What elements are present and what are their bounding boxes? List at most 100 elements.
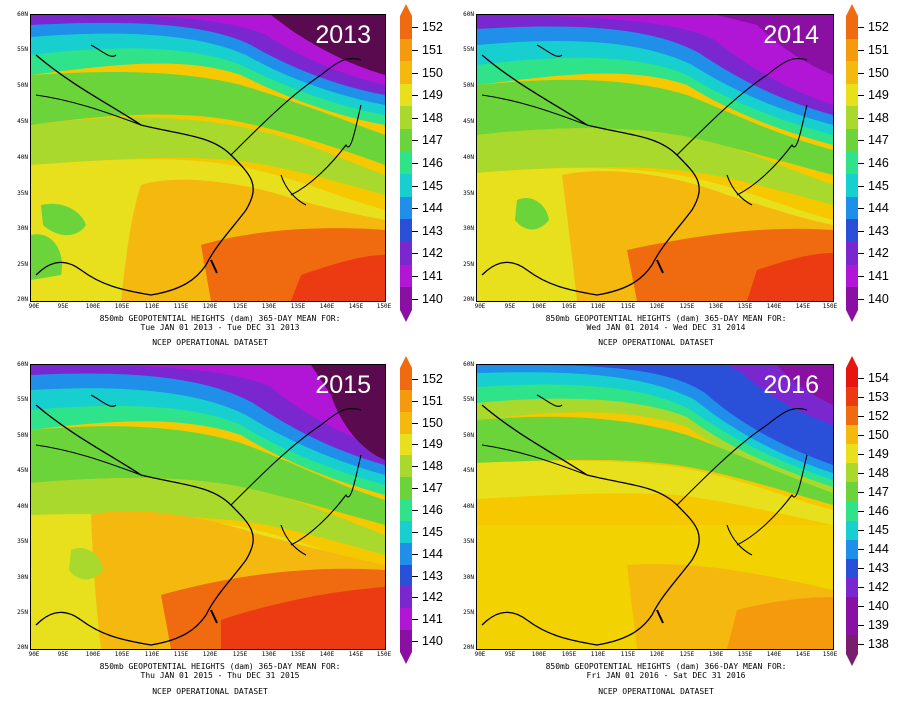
legend-label: 152: [422, 371, 443, 386]
legend-label: 141: [868, 269, 889, 284]
legend-tick: [412, 140, 418, 142]
legend-swatch: [400, 608, 412, 631]
lat-label: 45N: [17, 467, 28, 474]
legend-label: 141: [422, 269, 443, 284]
map-2015: 2015: [30, 364, 386, 650]
legend-swatch: [846, 368, 858, 388]
legend-tick: [412, 466, 418, 468]
legend-swatch: [846, 106, 858, 130]
legend-swatch: [846, 387, 858, 407]
year-label: 2013: [315, 21, 371, 49]
legend-label: 146: [868, 504, 889, 518]
legend-tick: [412, 575, 418, 577]
legend-label: 154: [868, 370, 889, 385]
legend-label: 143: [422, 223, 443, 238]
legend-overflow-high: [400, 4, 412, 16]
legend-label: 148: [422, 459, 443, 474]
lat-label: 55N: [463, 46, 474, 53]
lat-label: 55N: [17, 396, 28, 403]
legend-swatch: [400, 83, 412, 107]
lon-label: 105E: [114, 651, 130, 658]
legend-swatch: [846, 539, 858, 559]
lon-label: 140E: [319, 303, 335, 310]
caption-dataset: NCEP OPERATIONAL DATASET: [152, 338, 268, 347]
year-label: 2016: [763, 371, 819, 399]
legend-tick: [412, 641, 418, 643]
legend-tick: [412, 531, 418, 533]
lon-label: 150E: [376, 303, 392, 310]
legend-swatch: [400, 242, 412, 265]
legend-swatch: [400, 219, 412, 243]
legend-label: 146: [422, 156, 443, 170]
legend-bar: [846, 16, 858, 310]
legend-swatch: [400, 411, 412, 434]
legend-tick: [412, 619, 418, 621]
legend-tick: [858, 253, 864, 255]
legend-swatch: [400, 455, 412, 478]
lat-label: 60N: [17, 11, 28, 18]
legend-label: 140: [422, 634, 443, 649]
legend-tick: [412, 510, 418, 511]
legend-label: 148: [868, 110, 889, 125]
caption-title: 850mb GEOPOTENTIAL HEIGHTS (dam) 366-DAY…: [545, 662, 787, 671]
caption-dataset: NCEP OPERATIONAL DATASET: [598, 687, 714, 696]
lon-label: 135E: [290, 303, 306, 310]
lon-label: 130E: [261, 303, 277, 310]
lon-label: 130E: [708, 303, 724, 310]
legend-swatch: [846, 520, 858, 540]
lon-label: 105E: [561, 651, 577, 658]
legend-label: 140: [422, 291, 443, 306]
legend-swatch: [400, 16, 412, 39]
lon-label: 115E: [620, 303, 636, 310]
legend-swatch: [846, 287, 858, 310]
legend-tick: [412, 230, 418, 232]
legend-tick: [858, 377, 864, 379]
legend-swatch: [400, 499, 412, 521]
legend-swatch: [846, 577, 858, 597]
legend-swatch: [400, 129, 412, 152]
legend-tick: [412, 117, 418, 119]
lon-label: 130E: [708, 651, 724, 658]
legend-label: 140: [868, 599, 889, 614]
lon-label: 100E: [531, 651, 547, 658]
legend-swatch: [400, 542, 412, 565]
legend-label: 148: [868, 465, 889, 480]
legend-tick: [412, 185, 418, 187]
legend-swatch: [846, 151, 858, 175]
legend-label: 145: [868, 178, 889, 193]
legend-label: 149: [868, 446, 889, 461]
lon-label: 90E: [474, 651, 486, 658]
lat-label: 45N: [463, 118, 474, 125]
lat-label: 20N: [463, 296, 474, 303]
legend-tick: [412, 276, 418, 278]
legend-swatch: [400, 630, 412, 652]
caption-dates: Fri JAN 01 2016 - Sat DEC 31 2016: [586, 671, 746, 680]
legend-tick: [858, 95, 864, 97]
lon-label: 115E: [173, 651, 189, 658]
lat-label: 40N: [17, 503, 28, 510]
legend-tick: [858, 276, 864, 278]
lon-label: 90E: [28, 303, 40, 310]
lon-label: 115E: [173, 303, 189, 310]
lat-label: 50N: [17, 82, 28, 89]
legend-label: 143: [868, 561, 889, 576]
legend-label: 147: [422, 481, 443, 496]
caption-dates: Thu JAN 01 2015 - Thu DEC 31 2015: [140, 671, 300, 680]
legend-tick: [858, 568, 864, 570]
legend-swatch: [400, 564, 412, 587]
lon-label: 150E: [822, 303, 838, 310]
legend-tick: [412, 298, 418, 300]
legend-tick: [858, 140, 864, 142]
lon-label: 120E: [202, 303, 218, 310]
legend-swatch: [846, 634, 858, 654]
legend-overflow-low: [400, 652, 412, 664]
panel-2015: 2015 60N 55N 50N 45N 40N 35N 30N 25N 20N…: [0, 356, 450, 712]
lon-label: 95E: [504, 651, 516, 658]
height-field-2015: [31, 365, 385, 649]
legend-overflow-high: [846, 4, 858, 16]
legend-label: 149: [868, 88, 889, 103]
legend-label: 151: [422, 42, 443, 57]
lon-label: 120E: [649, 651, 665, 658]
legend-tick: [412, 444, 418, 446]
legend-tick: [858, 117, 864, 119]
